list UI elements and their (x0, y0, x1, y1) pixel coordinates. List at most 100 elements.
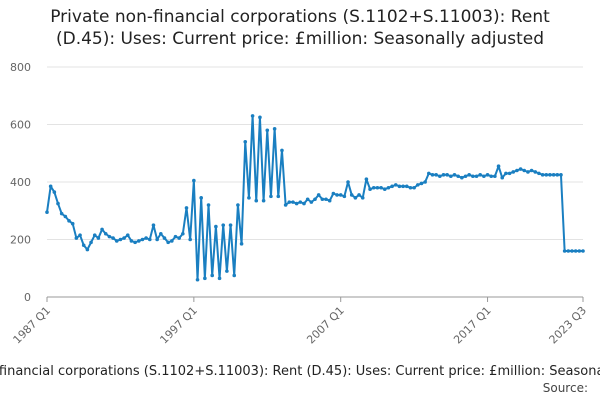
data-point (184, 206, 189, 210)
data-point (427, 171, 431, 176)
data-point (280, 148, 284, 153)
data-point (103, 231, 108, 236)
data-point (206, 203, 211, 207)
data-point (122, 236, 126, 240)
data-point (70, 221, 75, 226)
data-point (408, 185, 413, 190)
source-label: Source: (543, 381, 588, 395)
data-point (349, 193, 354, 197)
data-point (188, 237, 192, 242)
data-point (548, 173, 552, 177)
data-point (203, 276, 207, 281)
data-point (375, 185, 380, 190)
data-point (573, 249, 578, 253)
data-point (107, 234, 112, 239)
y-tick-label: 800 (10, 61, 31, 74)
data-point (559, 173, 563, 177)
data-point (291, 200, 295, 204)
data-point (192, 178, 196, 183)
data-point (181, 231, 185, 236)
data-point (74, 236, 79, 240)
x-tick-label: 1997 Q1 (157, 304, 200, 347)
data-point (496, 164, 501, 168)
data-point (118, 237, 123, 242)
data-point (449, 174, 453, 179)
data-point (261, 198, 266, 203)
data-point (368, 187, 372, 191)
data-point (85, 247, 90, 252)
x-tick-label: 1987 Q1 (11, 304, 54, 347)
data-point (485, 173, 490, 177)
data-point (327, 198, 332, 203)
data-point (81, 243, 86, 248)
data-point (302, 201, 306, 206)
data-point (445, 173, 449, 177)
data-point (298, 200, 303, 204)
data-point (478, 173, 483, 177)
data-point (269, 194, 273, 199)
data-point (537, 171, 541, 176)
chart-title: Private non-financial corporations (S.11… (50, 7, 550, 49)
data-point (294, 201, 299, 206)
data-point (379, 185, 383, 190)
data-point (210, 273, 215, 278)
data-point (309, 200, 314, 204)
y-tick-label: 200 (10, 234, 31, 247)
data-point (144, 236, 148, 240)
data-point (195, 277, 200, 282)
data-point (221, 223, 226, 227)
data-point (566, 249, 571, 253)
data-point (48, 184, 53, 189)
data-point (232, 273, 237, 278)
data-point (324, 197, 328, 202)
data-point (305, 197, 310, 202)
data-point (59, 211, 64, 216)
data-point (471, 174, 475, 179)
data-point (56, 201, 60, 206)
data-point (386, 185, 391, 190)
data-point (562, 249, 567, 253)
data-point (434, 173, 438, 177)
data-point (401, 184, 405, 189)
data-point (258, 115, 262, 120)
data-point (460, 175, 464, 180)
data-point (357, 193, 361, 197)
data-point (217, 276, 222, 281)
data-point (254, 198, 259, 203)
data-point (159, 231, 163, 236)
data-point (228, 223, 233, 227)
data-point (283, 203, 288, 207)
data-point (570, 249, 574, 253)
data-point (522, 168, 527, 173)
data-point (342, 194, 347, 199)
y-tick-label: 600 (10, 119, 31, 132)
data-point (114, 239, 119, 243)
data-point (500, 175, 505, 180)
data-point (92, 233, 97, 237)
data-point (474, 174, 479, 179)
data-point (276, 194, 281, 199)
data-point (430, 173, 435, 177)
data-point (316, 193, 321, 197)
data-point (423, 180, 427, 184)
data-point (438, 174, 442, 179)
data-point (526, 170, 530, 174)
data-point (441, 173, 446, 177)
data-point (247, 196, 251, 200)
data-point (346, 180, 350, 184)
data-point (133, 240, 137, 245)
data-point (129, 239, 134, 243)
data-point (515, 168, 519, 173)
x-tick-label: 2007 Q1 (304, 304, 347, 347)
data-point (540, 173, 545, 177)
data-point (393, 183, 398, 187)
data-point (467, 173, 471, 177)
data-point (415, 183, 420, 187)
x-tick-label: 2023 Q3 (547, 304, 590, 347)
data-point (397, 184, 402, 189)
data-point (250, 114, 255, 118)
data-point (577, 249, 582, 253)
data-point (78, 233, 82, 237)
data-point (493, 174, 497, 179)
data-point (335, 193, 339, 197)
